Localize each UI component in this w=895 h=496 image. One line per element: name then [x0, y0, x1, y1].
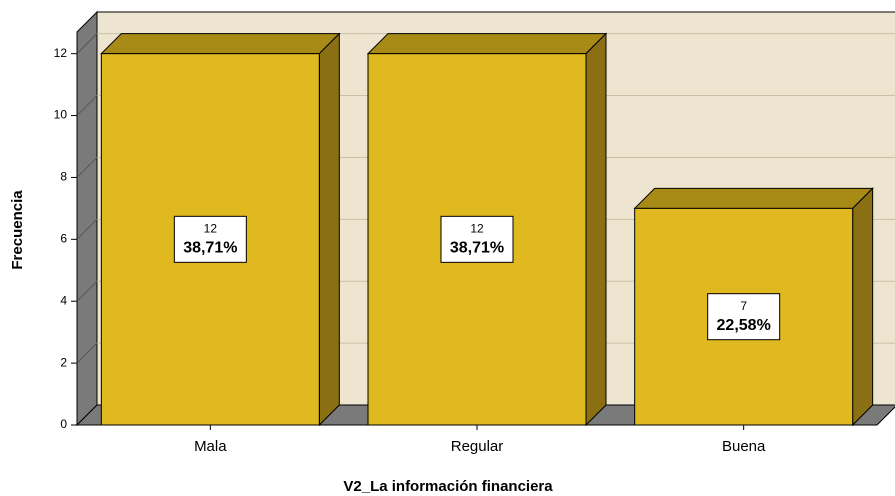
x-tick-label: Regular: [451, 438, 504, 455]
grid-line-side: [76, 33, 98, 55]
data-label-count: 7: [740, 299, 747, 313]
bar-side: [852, 187, 874, 427]
y-tick-label: 2: [60, 355, 67, 369]
data-label-box: [440, 215, 514, 263]
x-axis-title: V2_La información financiera: [343, 478, 553, 495]
bar-side: [318, 32, 340, 427]
data-label-percent: 22,58%: [717, 317, 771, 334]
bar-side: [585, 32, 607, 427]
bar-top: [100, 33, 341, 55]
grid-line-side: [76, 157, 98, 178]
y-tick-label: 0: [60, 417, 67, 431]
y-tick-label: 10: [54, 108, 68, 122]
y-axis-title: Frecuencia: [9, 190, 26, 270]
data-label-percent: 38,71%: [450, 240, 504, 257]
data-label-box: [173, 215, 247, 263]
grid-line-side: [76, 280, 98, 302]
data-label-count: 12: [204, 222, 218, 236]
data-label-percent: 38,71%: [183, 240, 237, 257]
y-tick-label: 8: [60, 170, 67, 184]
y-tick-label: 12: [54, 46, 68, 60]
grid-line-side: [76, 342, 98, 364]
data-label-count: 12: [470, 222, 484, 236]
bar-top: [366, 33, 608, 55]
y-tick-label: 6: [60, 232, 67, 246]
side-wall: [76, 10, 98, 427]
y-tick-label: 4: [60, 293, 67, 307]
x-tick-label: Mala: [194, 438, 227, 455]
bar-top: [633, 187, 874, 209]
data-label-box: [707, 293, 781, 341]
x-tick-label: Buena: [722, 438, 766, 455]
grid-line-side: [76, 218, 98, 240]
grid-line-side: [76, 95, 98, 116]
